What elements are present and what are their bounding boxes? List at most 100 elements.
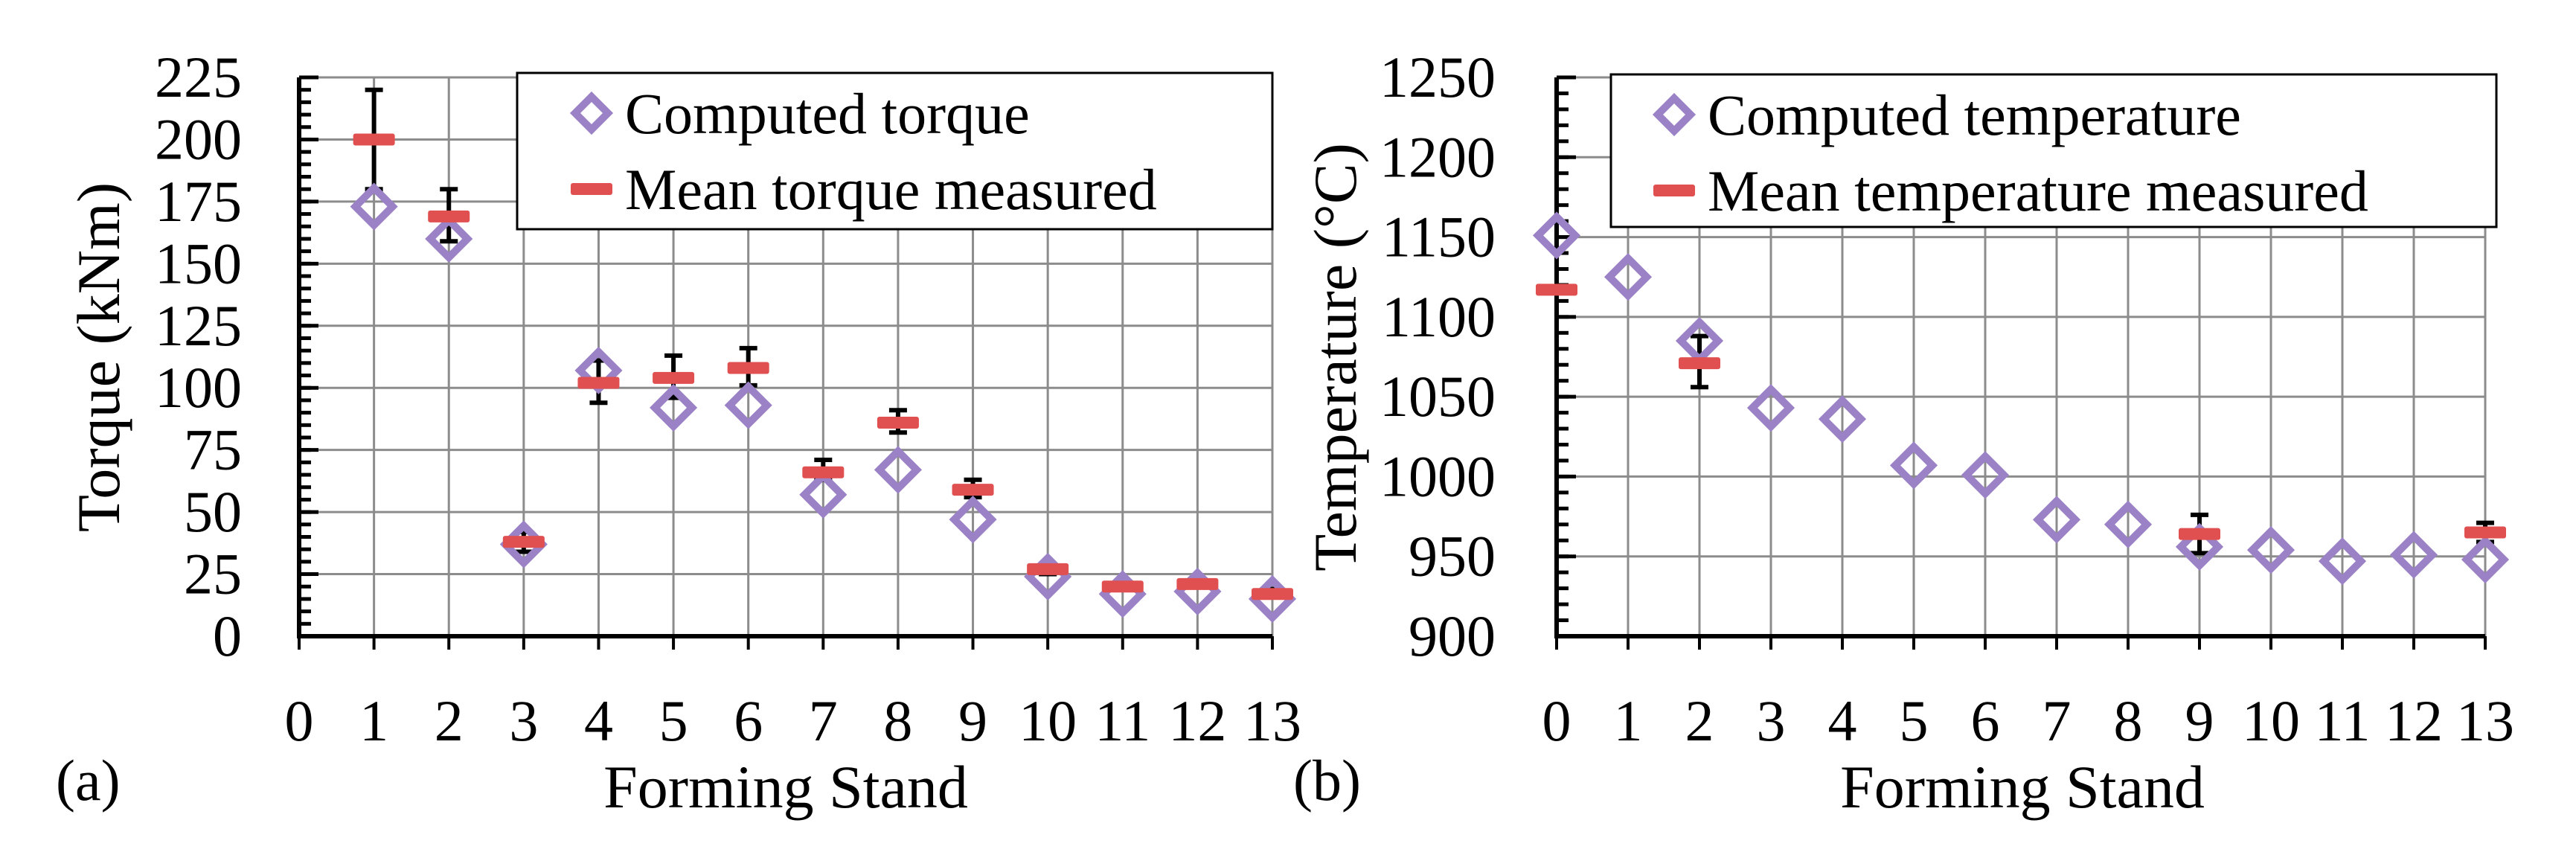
x-tick-label: 4 [584,688,613,753]
panel-label-a: (a) [56,748,121,813]
x-tick-label: 6 [1971,688,2000,753]
measured-mean-dash [952,484,994,496]
panel-label-b: (b) [1293,748,1361,813]
x-tick-label: 3 [509,688,538,753]
measured-mean-dash [577,377,620,389]
computed-point-diamond [1889,441,1938,490]
y-tick-label: 50 [184,479,242,544]
x-tick-label: 12 [1168,688,1226,753]
computed-point-diamond [2032,496,2081,544]
x-tick-label: 8 [883,688,912,753]
temperature-y-tick-labels: 900 950 1000 1050 1100 1150 1200 1250 [1380,45,1496,668]
computed-point-diamond [2104,500,2153,548]
torque-legend-diamond-icon [569,91,614,135]
computed-point-diamond [2175,522,2224,571]
computed-point-diamond [1746,384,1795,432]
computed-point-diamond [1532,211,1581,260]
x-tick-label: 12 [2385,688,2443,753]
measured-mean-dash [2464,526,2506,539]
y-tick-label: 150 [155,231,242,295]
x-tick-label: 11 [1095,688,1150,753]
x-tick-label: 7 [809,688,838,753]
measured-mean-dash [1252,588,1293,601]
measured-mean-dash [1101,580,1144,593]
x-tick-label: 13 [1243,688,1301,753]
measured-mean-dash [1679,357,1720,370]
torque-axes [297,75,1274,650]
torque-y-axis-label: Torque (kNm) [65,182,132,532]
y-tick-label: 1100 [1382,284,1496,349]
x-tick-label: 9 [2185,688,2214,753]
x-tick-label: 1 [1614,688,1643,753]
x-tick-label: 9 [958,688,987,753]
y-tick-label: 1000 [1380,443,1496,508]
temperature-x-tick-labels: 0 1 2 3 4 5 6 7 8 9 10 11 12 13 [1542,688,2515,753]
temperature-axes [1554,75,2487,650]
computed-point-diamond [1603,253,1653,301]
computed-point-diamond [574,346,623,394]
computed-point-diamond [724,381,772,429]
temperature-legend: Computed temperature Mean temperature me… [1609,73,2498,228]
measured-mean-dash [502,536,545,548]
torque-legend-computed-label: Computed torque [625,81,1030,146]
computed-point-diamond [799,470,848,519]
y-tick-label: 200 [155,106,242,171]
x-tick-label: 2 [435,688,464,753]
computed-point-diamond [874,446,922,494]
torque-chart-panel: 0 1 2 3 4 5 6 7 8 9 10 11 12 13 025507510012515017520… [56,45,1301,821]
x-tick-label: 5 [659,688,688,753]
y-tick-label: 25 [184,542,242,606]
x-tick-label: 11 [2314,688,2370,753]
measured-mean-dash [1536,284,1577,296]
x-tick-label: 1 [359,688,388,753]
y-tick-label: 1250 [1380,45,1496,109]
y-tick-label: 1150 [1382,205,1496,269]
x-tick-label: 8 [2114,688,2143,753]
x-tick-label: 10 [2242,688,2300,753]
x-tick-label: 5 [1900,688,1929,753]
x-tick-label: 13 [2456,688,2514,753]
measured-mean-dash [877,416,919,429]
computed-point-diamond [949,496,997,544]
measured-mean-dash [727,362,769,374]
measured-mean-dash [353,133,395,146]
temperature-data-marks [1532,211,2510,586]
measured-mean-dash [1176,577,1219,590]
computed-point-diamond [2246,526,2295,574]
measured-mean-dash [1027,563,1069,575]
y-tick-label: 1050 [1380,364,1496,429]
x-tick-label: 6 [734,688,763,753]
x-tick-label: 0 [1542,688,1571,753]
temperature-legend-dash-icon [1653,185,1695,196]
y-tick-label: 0 [213,603,242,668]
computed-point-diamond [2461,535,2510,584]
x-tick-label: 2 [1685,688,1714,753]
torque-x-tick-labels: 0 1 2 3 4 5 6 7 8 9 10 11 12 13 [285,688,1302,753]
temperature-y-axis-label: Temperature (°C) [1301,143,1369,571]
temperature-legend-diamond-icon [1652,92,1696,137]
y-tick-label: 225 [155,45,242,109]
computed-point-diamond [1961,451,2010,499]
temperature-legend-box [1609,73,2498,228]
computed-point-diamond [2318,537,2367,586]
computed-point-diamond [2389,531,2438,579]
y-tick-label: 1200 [1380,124,1496,189]
measured-mean-dash [428,210,470,222]
x-tick-label: 10 [1019,688,1077,753]
torque-legend-measured-label: Mean torque measured [625,157,1157,222]
temperature-chart-panel: 0 1 2 3 4 5 6 7 8 9 10 11 12 13 900950100010501100115… [1293,45,2514,821]
y-tick-label: 950 [1409,524,1496,589]
y-tick-label: 75 [184,417,242,482]
measured-mean-dash [653,371,695,384]
computed-point-diamond [650,383,698,432]
temperature-legend-computed-label: Computed temperature [1708,83,2241,147]
y-tick-label: 100 [155,355,242,420]
y-tick-label: 125 [155,293,242,358]
temperature-x-axis-label: Forming Stand [1840,753,2205,821]
measured-mean-dash [2179,528,2220,540]
torque-legend-dash-icon [571,183,612,195]
torque-data-marks [350,87,1297,624]
measured-mean-dash [802,466,845,478]
